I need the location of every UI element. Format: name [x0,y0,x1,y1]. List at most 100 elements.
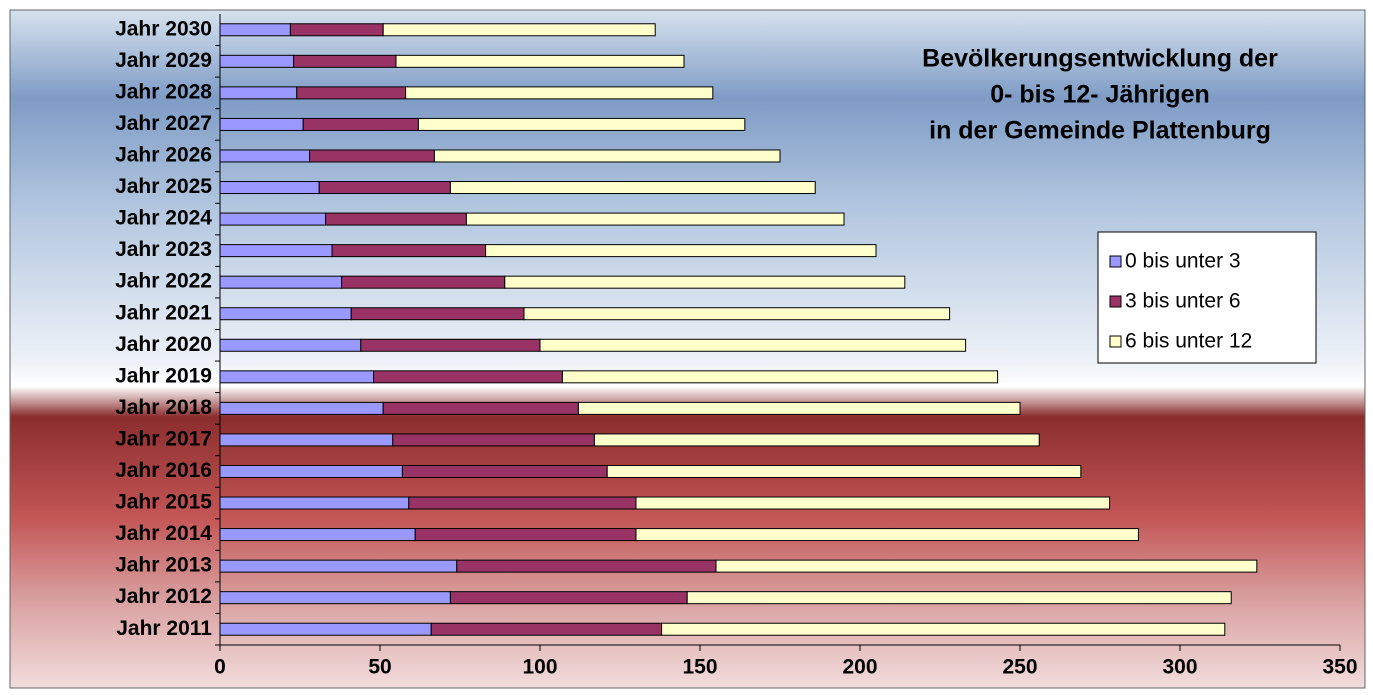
bar-segment [219,433,394,447]
bar-segment [417,117,746,131]
bar-segment [219,496,410,510]
y-tick-label: Jahr 2019 [115,364,212,387]
bar-segment [219,244,333,258]
bar-segment [606,464,1082,478]
y-tick-label: Jahr 2023 [115,238,212,261]
bar-segment [350,307,525,321]
bar-segment [219,528,416,542]
bar-segment [219,181,320,195]
y-tick-label: Jahr 2020 [115,333,212,356]
bar-segment [414,528,637,542]
bar-segment [539,338,967,352]
bar-segment [456,559,717,573]
y-tick-label: Jahr 2028 [115,80,212,103]
x-tick-label: 150 [682,656,717,679]
bar-segment [635,496,1111,510]
bar-segment [686,591,1232,605]
bar-segment [449,591,688,605]
chart-title-line: Bevölkerungsentwicklung der [922,45,1278,73]
bar-segment [341,275,506,289]
bar-segment [219,275,343,289]
x-tick-label: 100 [522,656,557,679]
chart-title: Bevölkerungsentwicklung der 0- bis 12- Jä… [922,45,1278,145]
bar-segment [219,370,375,384]
bar-segment [523,307,951,321]
bar-segment [433,149,781,163]
chart-title-line: 0- bis 12- Jährigen [990,81,1210,109]
bar-segment [635,528,1139,542]
bar-segment [219,149,311,163]
x-tick-label: 250 [1002,656,1037,679]
y-tick-label: Jahr 2015 [115,491,212,514]
bar-segment [289,23,384,37]
bar-segment [382,23,656,37]
bar-segment [309,149,435,163]
chart-title-line: in der Gemeinde Plattenburg [929,117,1271,145]
bar-segment [219,307,352,321]
bar-segment [430,622,663,636]
bar-segment [715,559,1258,573]
y-tick-label: Jahr 2016 [115,459,212,482]
bar-segment [593,433,1040,447]
bar-segment [465,212,845,226]
x-tick-label: 300 [1162,656,1197,679]
bar-segment [318,181,451,195]
legend-swatch [1109,295,1122,308]
y-tick-label: Jahr 2012 [115,585,212,608]
bar-segment [401,464,608,478]
bar-segment [219,559,458,573]
y-tick-label: Jahr 2027 [115,112,212,135]
bar-segment [577,401,1021,415]
y-tick-label: Jahr 2021 [115,301,212,324]
legend-swatch [1109,335,1122,348]
y-tick-label: Jahr 2029 [115,49,212,72]
bar-segment [219,23,291,37]
y-tick-label: Jahr 2025 [115,175,212,198]
bar-segment [485,244,877,258]
bar-segment [219,464,403,478]
bar-segment [392,433,595,447]
bar-segment [408,496,637,510]
x-tick-label: 50 [368,656,391,679]
bar-segment [661,622,1226,636]
bar-segment [405,86,714,100]
legend-label: 0 bis unter 3 [1125,250,1241,273]
bar-segment [449,181,816,195]
bar-segment [219,622,432,636]
y-tick-label: Jahr 2030 [115,17,212,40]
bar-segment [504,275,906,289]
y-tick-label: Jahr 2013 [115,554,212,577]
y-tick-label: Jahr 2017 [115,427,212,450]
legend-label: 6 bis unter 12 [1125,330,1252,353]
bar-segment [219,86,298,100]
bar-segment [296,86,407,100]
y-tick-label: Jahr 2018 [115,396,212,419]
bar-segment [219,591,451,605]
y-tick-label: Jahr 2011 [116,617,212,640]
y-tick-label: Jahr 2014 [115,522,212,545]
bar-segment [325,212,467,226]
bar-segment [360,338,541,352]
bar-segment [219,212,327,226]
bar-segment [331,244,487,258]
legend-label: 3 bis unter 6 [1125,290,1241,313]
y-tick-label: Jahr 2024 [115,207,212,230]
bar-segment [373,370,563,384]
legend-swatch [1109,255,1122,268]
y-tick-label: Jahr 2022 [115,270,212,293]
x-tick-label: 350 [1322,656,1357,679]
bar-segment [302,117,419,131]
bar-segment [395,54,685,68]
bar-segment [382,401,579,415]
legend-box [1097,231,1317,364]
bar-segment [293,54,397,68]
bar-segment [561,370,999,384]
x-tick-label: 0 [214,656,226,679]
bar-segment [219,401,384,415]
bar-segment [219,54,295,68]
bar-segment [219,338,362,352]
bar-segment [219,117,304,131]
x-tick-label: 200 [842,656,877,679]
y-tick-label: Jahr 2026 [115,144,212,167]
